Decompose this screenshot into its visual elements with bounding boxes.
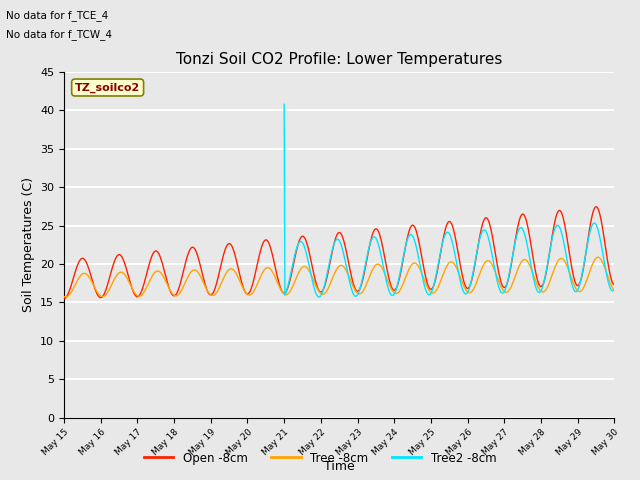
X-axis label: Time: Time [324, 460, 355, 473]
Text: No data for f_TCE_4: No data for f_TCE_4 [6, 10, 109, 21]
Text: TZ_soilco2: TZ_soilco2 [75, 83, 140, 93]
Title: Tonzi Soil CO2 Profile: Lower Temperatures: Tonzi Soil CO2 Profile: Lower Temperatur… [176, 52, 502, 67]
Text: No data for f_TCW_4: No data for f_TCW_4 [6, 29, 113, 40]
Y-axis label: Soil Temperatures (C): Soil Temperatures (C) [22, 177, 35, 312]
Legend: Open -8cm, Tree -8cm, Tree2 -8cm: Open -8cm, Tree -8cm, Tree2 -8cm [139, 447, 501, 469]
